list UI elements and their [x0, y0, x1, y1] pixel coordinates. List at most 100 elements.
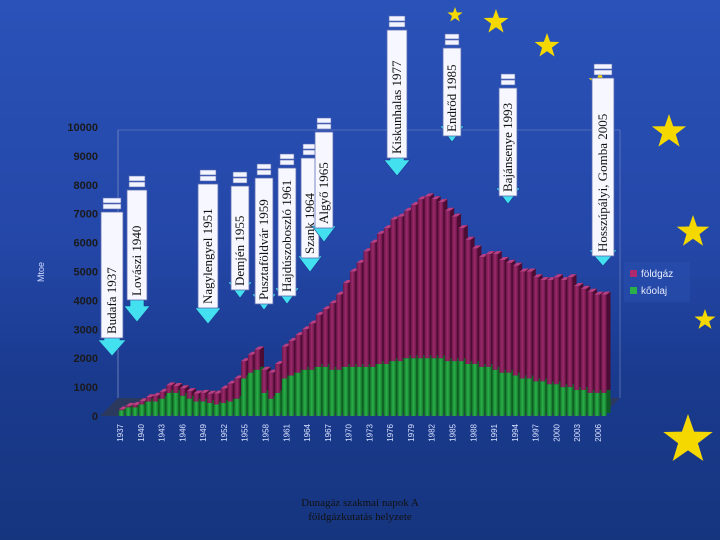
gas-bar-side: [523, 268, 529, 376]
x-tick-label: 1979: [407, 423, 416, 441]
gas-bar-top: [587, 288, 597, 292]
gas-bar-top: [540, 277, 550, 281]
gas-bar: [574, 285, 580, 390]
oil-bar-side: [122, 407, 129, 413]
oil-bar-side: [510, 369, 516, 413]
annotation-tab: [232, 177, 248, 184]
annotation-box: [126, 189, 148, 301]
annotation-tab: [232, 171, 248, 178]
gas-bar-side: [557, 274, 563, 382]
footer-line-2: földgázkutatás helyzete: [308, 511, 412, 523]
gas-bar: [336, 294, 342, 370]
gas-bar-side: [394, 216, 400, 359]
annotation-box: [442, 47, 462, 137]
gas-bar-side: [408, 207, 414, 356]
gas-bar-side: [421, 196, 428, 356]
star-icon: [483, 9, 509, 33]
oil-bar-side: [170, 389, 176, 413]
gas-bar-side: [224, 385, 231, 400]
oil-bar: [329, 369, 335, 416]
star-icon: [676, 215, 710, 246]
y-tick-label: 6000: [74, 238, 98, 250]
gas-bar: [363, 251, 369, 367]
oil-bar-side: [190, 395, 197, 413]
annotation-box: [314, 131, 334, 229]
oil-bar-side: [435, 355, 441, 413]
oil-bar-side: [353, 363, 360, 413]
gas-bar: [417, 199, 424, 359]
oil-bar: [247, 372, 254, 416]
oil-bar: [118, 410, 125, 416]
gas-bar: [295, 335, 301, 373]
gas-bar: [587, 291, 593, 393]
oil-bar: [560, 387, 566, 416]
gas-bar-side: [279, 360, 285, 390]
gas-bar-side: [204, 389, 210, 399]
annotation-marker: Lovászi 1940: [123, 175, 151, 323]
gas-bar-side: [177, 382, 183, 390]
gas-bar-top: [438, 199, 448, 203]
annotation-tab: [279, 153, 295, 160]
annotation-marker: Nagylengyel 1951: [194, 169, 222, 325]
gas-bar-side: [258, 346, 264, 367]
gas-bar: [118, 409, 125, 411]
gas-bar: [390, 219, 396, 362]
gas-bar-side: [374, 239, 380, 364]
annotation-box: [386, 29, 408, 159]
oil-bar: [472, 363, 478, 416]
oil-bar: [485, 366, 491, 416]
oil-bar-side: [224, 399, 231, 413]
annotation-box: [197, 183, 219, 309]
oil-bar: [356, 366, 362, 416]
x-tick-label: 1988: [469, 423, 478, 441]
gas-bar: [601, 294, 607, 393]
gas-bar: [383, 228, 390, 364]
x-tick-label: 1958: [261, 423, 270, 441]
gas-bar: [553, 277, 559, 385]
gas-bar-side: [510, 259, 516, 370]
x-tick-label: 1976: [386, 423, 395, 441]
gas-bar-top: [519, 268, 529, 272]
oil-bar-side: [523, 375, 529, 413]
oil-bar: [580, 389, 587, 416]
oil-bar: [478, 366, 485, 416]
gas-bar-top: [533, 274, 543, 278]
gas-bar: [492, 254, 498, 370]
gas-bar: [472, 248, 478, 364]
annotation-tab: [316, 123, 332, 130]
gas-bar: [370, 242, 376, 367]
gas-bar: [227, 383, 233, 402]
oil-bar: [553, 384, 559, 416]
gas-bar: [349, 271, 356, 367]
oil-bar-side: [455, 358, 462, 413]
x-tick-label: 1991: [490, 423, 499, 441]
oil-bar-side: [591, 389, 597, 413]
gas-bar: [506, 262, 512, 373]
y-tick-label: 0: [92, 411, 98, 423]
y-axis-ticks: 0 1000 2000 3000 4000 5000 6000 7000 8000 9000 100…: [67, 122, 98, 423]
oil-bar-side: [265, 389, 271, 413]
x-tick-label: 1982: [428, 423, 437, 441]
x-tick-label: 1997: [532, 423, 541, 441]
gas-bar-side: [292, 337, 298, 373]
annotation-marker: Szank 1964: [297, 143, 323, 273]
oil-bar: [302, 369, 308, 416]
gas-bar-side: [516, 262, 523, 373]
gas-bar: [451, 216, 458, 362]
gas-bar: [424, 196, 430, 359]
gas-bar-side: [537, 274, 543, 379]
oil-bar-side: [448, 358, 455, 413]
gas-bar-side: [414, 202, 421, 356]
annotation-box: [498, 87, 518, 197]
oil-bar-side: [462, 358, 468, 413]
annotation-label: Hosszúpályi, Gomba 2005: [595, 114, 610, 252]
gas-bar: [132, 405, 138, 408]
annotation-tab: [500, 79, 516, 86]
gas-bar-top: [200, 389, 210, 393]
oil-bar-side: [489, 363, 495, 413]
oil-bar-side: [272, 395, 278, 413]
gas-bar: [546, 280, 553, 385]
annotation-tab: [444, 39, 460, 46]
gas-bar: [533, 277, 539, 382]
